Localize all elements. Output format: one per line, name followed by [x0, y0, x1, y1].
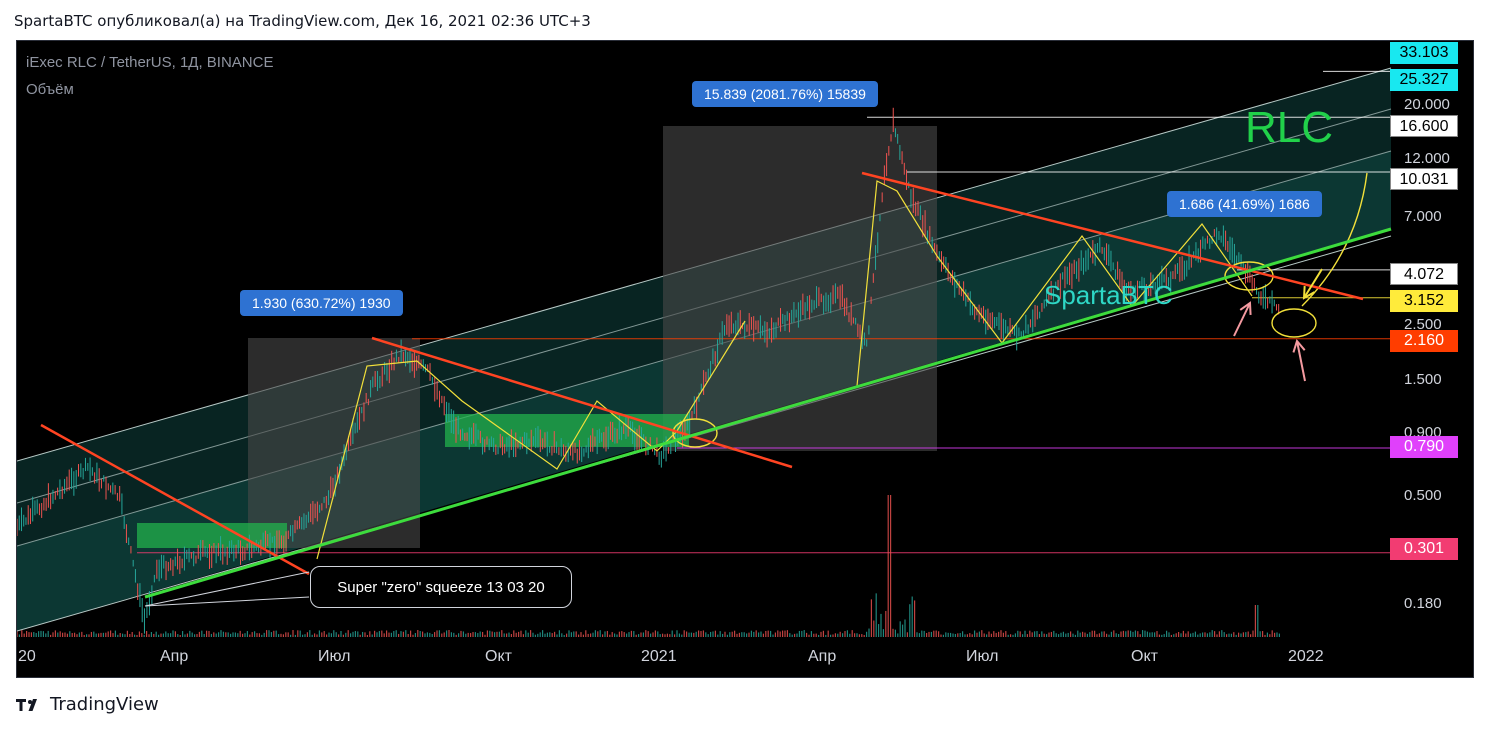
price-tag-10031: 10.031 [1390, 168, 1458, 190]
x-tick-label: Окт [1131, 648, 1158, 665]
price-tag-16600: 16.600 [1390, 115, 1458, 137]
downtrend-line-mid [371, 336, 793, 469]
price-tag-2160: 2.160 [1390, 330, 1458, 352]
chart-panel[interactable] [16, 40, 1474, 678]
measure-badge-late-2021: 1.686 (41.69%) 1686 [1167, 191, 1322, 217]
support-line [144, 227, 1392, 599]
breakout-circle [672, 418, 718, 448]
x-tick-label: Июл [966, 648, 999, 665]
chart-canvas[interactable] [17, 41, 1473, 677]
x-tick-label: Апр [808, 648, 837, 665]
accumulation-box-1 [137, 523, 287, 548]
downtrend-line-2020 [40, 423, 310, 576]
x-tick-label: 2021 [641, 648, 677, 665]
arrow-yellow-head [1302, 285, 1315, 300]
note-pointer-1 [144, 571, 310, 607]
footer: TradingView [16, 694, 159, 715]
y-tick-label: 7.000 [1404, 208, 1442, 225]
arrow-yellow [1303, 268, 1323, 299]
arrow-pink-1-head [1239, 301, 1252, 316]
y-tick-label: 12.000 [1404, 150, 1450, 167]
y-tick-label: 20.000 [1404, 96, 1450, 113]
x-tick-label: 2022 [1288, 648, 1324, 665]
footer-brand[interactable]: TradingView [50, 694, 159, 715]
publish-line: SpartaBTC опубликовал(а) на TradingView.… [14, 12, 591, 30]
y-tick-label: 0.500 [1404, 487, 1442, 504]
price-tag-0790: 0.790 [1390, 436, 1458, 458]
range-box-2020 [248, 338, 420, 548]
rlc-title: RLC [1245, 103, 1334, 152]
tradingview-logo-icon [16, 698, 37, 711]
arrow-pink-1 [1233, 302, 1251, 337]
y-tick-label: 0.180 [1404, 595, 1442, 612]
volume-indicator-label[interactable]: Объём [26, 81, 74, 98]
price-tag-0301: 0.301 [1390, 538, 1458, 560]
author-watermark: SpartaBTC [1044, 280, 1173, 310]
x-tick-label: 20 [18, 648, 36, 665]
squeeze-note: Super "zero" squeeze 13 03 20 [310, 566, 572, 608]
zigzag-pattern-2020 [316, 320, 746, 560]
accumulation-box-2 [445, 414, 689, 447]
y-tick-label: 2.500 [1404, 316, 1442, 333]
price-tag-33103: 33.103 [1390, 42, 1458, 64]
target-circle [1271, 308, 1317, 338]
symbol-title: iExec RLC / TetherUS, 1Д, BINANCE [26, 54, 274, 71]
arrow-pink-2 [1296, 340, 1306, 382]
arrow-pink-2-head [1292, 338, 1306, 353]
measure-badge-2020: 1.930 (630.72%) 1930 [240, 290, 403, 316]
price-tag-4072: 4.072 [1390, 263, 1458, 285]
x-tick-label: Апр [160, 648, 189, 665]
x-tick-label: Июл [318, 648, 351, 665]
price-tag-25327: 25.327 [1390, 69, 1458, 91]
measure-badge-2021: 15.839 (2081.76%) 15839 [692, 81, 878, 107]
y-tick-label: 1.500 [1404, 371, 1442, 388]
price-tag-3152: 3.152 [1390, 290, 1458, 312]
x-tick-label: Окт [485, 648, 512, 665]
downtrend-line-2021 [861, 171, 1364, 301]
note-pointer-2 [144, 596, 310, 607]
